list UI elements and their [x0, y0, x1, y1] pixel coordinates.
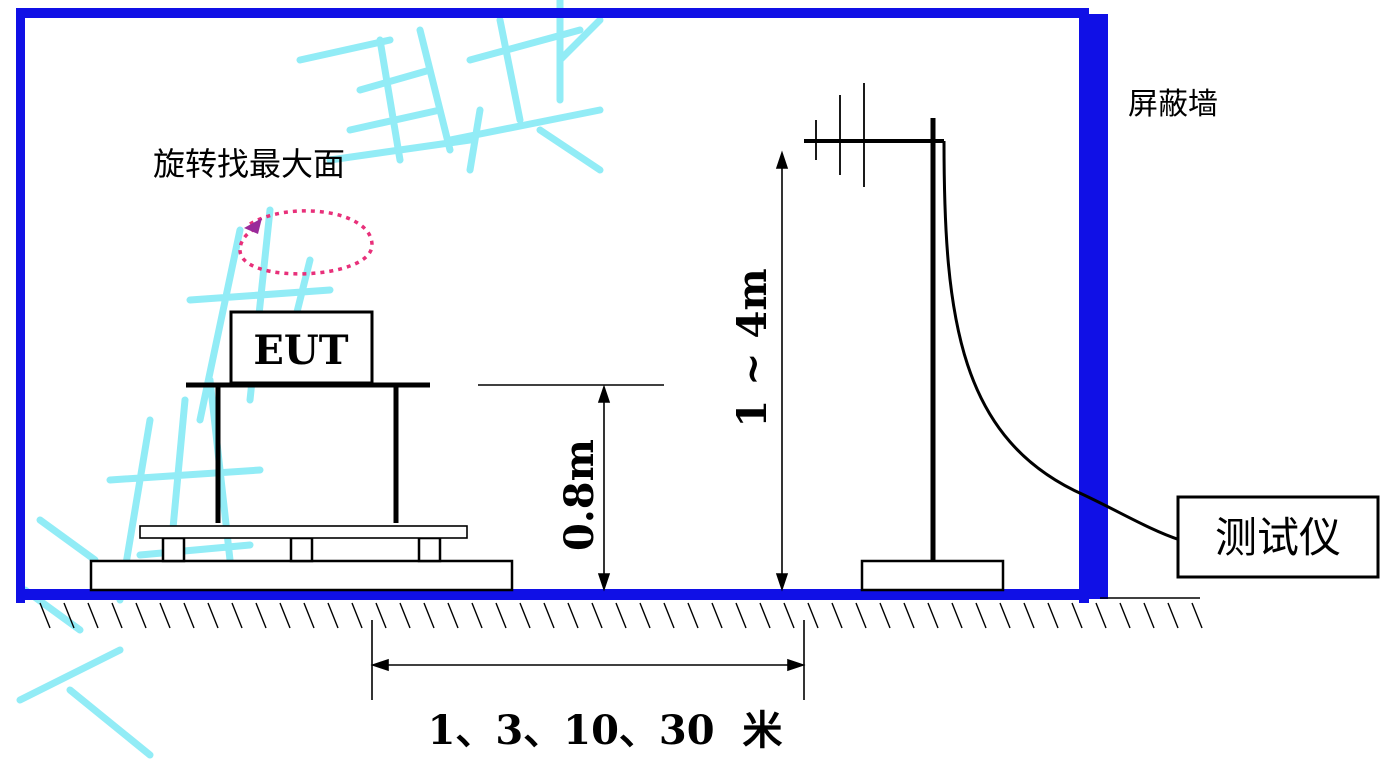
table-height-dimension [478, 384, 664, 592]
ground-hatch-mark [855, 602, 867, 629]
antenna-mast-icon [804, 83, 1181, 592]
turntable-plate [139, 525, 468, 539]
ground-hatch-mark [39, 602, 51, 629]
antenna-height-dimension [775, 150, 789, 592]
dotted-rotation-arrow-icon [238, 209, 374, 276]
ground-hatch-mark [663, 602, 675, 629]
room-right-wall [1079, 8, 1089, 603]
antenna-height-label: 1 ~ 4m [729, 268, 776, 427]
ground-hatch-mark [1143, 602, 1155, 629]
ground-hatch-mark [303, 602, 315, 629]
ground-hatch-mark [1071, 602, 1083, 629]
ground-hatch-mark [519, 602, 531, 629]
turntable-foot-1 [161, 536, 186, 563]
eut-box [229, 310, 374, 385]
ground-hatch-mark [423, 602, 435, 629]
turntable [89, 525, 514, 592]
antenna-cable [942, 140, 1181, 542]
ground-hatch-mark [567, 602, 579, 629]
ground-hatch-mark [327, 602, 339, 629]
room-floor [16, 589, 1089, 600]
ground-hatch-mark [351, 602, 363, 629]
ground-hatch-mark [591, 602, 603, 629]
ground-hatch-mark [879, 602, 891, 629]
distance-dimension [370, 620, 806, 700]
room-top-wall [16, 8, 1089, 18]
ground-hatch-mark [375, 602, 387, 629]
ground-hatch-mark [1167, 602, 1179, 629]
turntable-foot-3 [417, 536, 442, 563]
ground-hatch-mark [807, 602, 819, 629]
ground-hatch-mark [903, 602, 915, 629]
room-left-wall [16, 8, 25, 603]
ground-hatch-mark [927, 602, 939, 629]
ground-hatch-mark [999, 602, 1011, 629]
ground-hatch-mark [63, 602, 75, 629]
mast-base [860, 559, 1005, 592]
ground-hatch-mark [759, 602, 771, 629]
table-height-label: 0.8m [556, 439, 603, 551]
ground-hatch-mark [687, 602, 699, 629]
shield-wall-label: 屏蔽墙 [1128, 87, 1218, 122]
ground-hatch-mark [1119, 602, 1131, 629]
ground-hatch-mark [1023, 602, 1035, 629]
ground-hatch-mark [111, 602, 123, 629]
distance-label: 1、3、10、30 米 [428, 707, 783, 754]
ground-hatch-mark [639, 602, 651, 629]
ground-hatch-mark [1095, 602, 1107, 629]
ground-hatch-mark [1047, 602, 1059, 629]
turntable-base [89, 559, 514, 592]
ground-hatch-mark [495, 602, 507, 629]
ground-hatch-mark [87, 602, 99, 629]
ground-hatch-mark [543, 602, 555, 629]
ground-hatch-mark [207, 602, 219, 629]
ground-hatch-mark [159, 602, 171, 629]
ground-hatch-mark [711, 602, 723, 629]
ground-hatch-mark [783, 602, 795, 629]
shield-wall-bar [1089, 14, 1108, 599]
ground-hatch-mark [183, 602, 195, 629]
ground-hatch-mark [135, 602, 147, 629]
turntable-foot-2 [289, 536, 314, 563]
shield-room [16, 8, 1108, 603]
ground-hatch-marks [39, 602, 1203, 629]
ground-hatch-mark [255, 602, 267, 629]
ground-hatch-mark [975, 602, 987, 629]
ground-hatch-mark [951, 602, 963, 629]
eut-label: EUT [253, 327, 348, 374]
instrument-box [1176, 495, 1380, 579]
rotate-hint-label: 旋转找最大面 [153, 145, 345, 183]
ground-hatch-mark [831, 602, 843, 629]
ground-hatch-mark [399, 602, 411, 629]
ground-hatch-mark [471, 602, 483, 629]
watermark [16, 0, 604, 759]
test-table [186, 382, 430, 523]
ground-hatch-mark [615, 602, 627, 629]
ground-hatch-mark [279, 602, 291, 629]
ground-hatch-mark [231, 602, 243, 629]
ground-hatch-mark [1191, 602, 1203, 629]
ground-hatch-mark [447, 602, 459, 629]
instrument-label: 测试仪 [1215, 513, 1341, 562]
ground-hatch-mark [735, 602, 747, 629]
